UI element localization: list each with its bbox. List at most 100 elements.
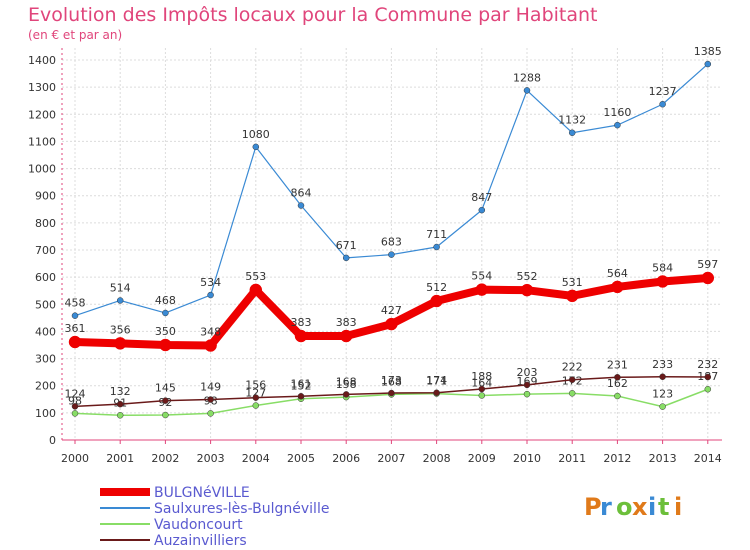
data-label: 383: [336, 316, 357, 329]
data-point: [162, 397, 169, 404]
data-label: 671: [336, 239, 357, 252]
data-point: [297, 202, 305, 209]
data-point: [116, 400, 124, 408]
y-tick-label: 1000: [28, 163, 56, 176]
series-2: 458 514 468 534 1080 864 671 683 711 847 1288 1132 1…: [65, 45, 722, 319]
data-label: 1385: [694, 45, 722, 58]
data-point: [565, 289, 579, 303]
y-tick-label: 1100: [28, 135, 56, 148]
data-label: 468: [155, 294, 176, 307]
data-label: 124: [65, 387, 86, 400]
data-label: 164: [471, 376, 492, 389]
data-label: 158: [336, 378, 357, 391]
x-tick-label: 2014: [694, 452, 722, 465]
data-label: 458: [65, 297, 86, 310]
data-label: 864: [291, 186, 312, 199]
x-tick-label: 2012: [603, 452, 631, 465]
data-label: 222: [562, 361, 583, 374]
data-point: [207, 291, 214, 299]
data-label: 173: [381, 374, 402, 387]
data-point: [523, 87, 531, 94]
data-label: 683: [381, 236, 402, 249]
data-point: [71, 312, 79, 319]
x-tick-label: 2011: [558, 452, 586, 465]
data-point: [252, 143, 260, 151]
data-label: 356: [110, 323, 131, 336]
data-label: 145: [155, 382, 176, 395]
data-label: 1080: [242, 128, 270, 141]
data-point: [204, 339, 217, 352]
data-label: 1132: [558, 114, 586, 127]
legend-label: BULGNéVILLE: [154, 485, 250, 501]
data-point: [252, 402, 260, 409]
data-point: [520, 283, 534, 297]
data-label: 711: [426, 228, 447, 241]
y-tick-label: 500: [35, 298, 56, 311]
data-point: [113, 337, 127, 350]
x-tick-label: 2009: [468, 452, 496, 465]
data-label: 534: [200, 276, 221, 289]
legend-label: Auzainvilliers: [154, 533, 247, 549]
data-point: [701, 271, 715, 285]
data-point: [388, 389, 395, 397]
data-point: [385, 317, 398, 331]
data-point: [523, 390, 531, 398]
x-tick-label: 2013: [649, 452, 677, 465]
data-point: [388, 251, 395, 258]
data-point: [162, 309, 169, 317]
data-point: [568, 376, 576, 383]
data-label: 162: [607, 377, 628, 390]
data-label: 1160: [603, 106, 631, 119]
data-label: 233: [652, 358, 673, 371]
data-point: [704, 373, 712, 381]
data-point: [71, 410, 79, 417]
data-point: [430, 294, 443, 308]
legend-label: Vaudoncourt: [154, 517, 243, 533]
data-label: 348: [200, 326, 221, 339]
data-label: 171: [426, 375, 447, 388]
data-label: 847: [471, 191, 492, 204]
y-tick-label: 100: [35, 407, 56, 420]
data-point: [704, 60, 712, 68]
data-label: 1237: [649, 85, 677, 98]
data-label: 512: [426, 281, 447, 294]
proxiti-logo: Pr o x i t i: [584, 493, 682, 521]
data-label: 98: [68, 394, 82, 407]
data-point: [568, 129, 576, 136]
data-label: 597: [697, 258, 718, 271]
y-tick-label: 800: [35, 217, 56, 230]
chart-title: Evolution des Impôts locaux pour la Comm…: [28, 4, 598, 26]
data-point: [252, 394, 260, 401]
data-label: 168: [336, 375, 357, 388]
data-point: [568, 390, 576, 397]
data-label: 152: [291, 380, 312, 393]
data-label: 123: [652, 388, 673, 401]
data-label: 161: [291, 377, 312, 390]
data-label: 232: [697, 358, 718, 371]
data-label: 174: [426, 374, 447, 387]
data-point: [294, 329, 308, 343]
data-point: [116, 412, 124, 419]
y-tick-label: 1300: [28, 81, 56, 94]
data-label: 514: [110, 281, 131, 294]
x-tick-label: 2007: [377, 452, 405, 465]
data-label: 127: [245, 387, 266, 400]
data-point: [162, 411, 169, 419]
data-label: 188: [471, 370, 492, 383]
y-tick-label: 200: [35, 380, 56, 393]
x-tick-label: 2000: [61, 452, 89, 465]
legend-label: Saulxures-lès-Bulgnéville: [154, 501, 329, 517]
grid-lines: [62, 48, 722, 441]
data-point: [611, 280, 624, 294]
data-point: [207, 410, 214, 417]
legend: BULGNéVILLESaulxures-lès-BulgnévilleVaud…: [100, 485, 329, 549]
data-point: [116, 297, 124, 304]
data-point: [339, 329, 353, 343]
data-point: [614, 374, 621, 381]
x-tick-label: 2002: [151, 452, 179, 465]
data-label: 383: [291, 316, 312, 329]
x-tick-label: 2006: [332, 452, 360, 465]
data-point: [614, 121, 621, 129]
